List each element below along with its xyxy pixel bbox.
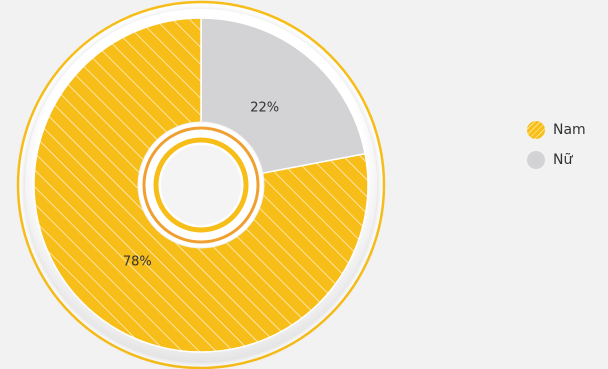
center-ring-inner: [153, 137, 249, 233]
slice-label-nam: 78%: [123, 255, 152, 270]
legend-item-nu: Nữ: [527, 148, 607, 172]
legend-swatch-nu: [527, 151, 545, 169]
center-hole: [161, 145, 241, 225]
legend: Nam Nữ: [527, 118, 607, 178]
legend-item-nam: Nam: [527, 118, 607, 142]
legend-label-nam: Nam: [553, 122, 586, 138]
legend-swatch-nam: [527, 121, 545, 139]
legend-label-nu: Nữ: [553, 152, 573, 168]
pie-slice-nam: [33, 17, 369, 353]
slice-label-n: 22%: [250, 100, 279, 115]
center-ring-outer: [142, 126, 260, 244]
